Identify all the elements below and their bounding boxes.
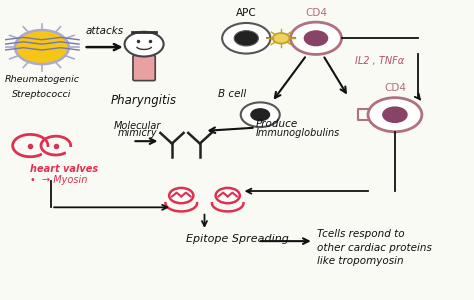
Text: APC: APC (236, 8, 256, 18)
Circle shape (234, 31, 258, 46)
Text: attacks: attacks (85, 26, 124, 36)
Text: •  → Myosin: • → Myosin (30, 175, 88, 185)
Text: B cell: B cell (218, 88, 246, 98)
FancyBboxPatch shape (133, 55, 155, 81)
Text: Produce: Produce (255, 119, 298, 129)
Circle shape (125, 32, 164, 56)
Circle shape (368, 98, 422, 132)
Text: Immunoglobulins: Immunoglobulins (255, 128, 340, 138)
Circle shape (169, 188, 193, 203)
Circle shape (251, 109, 270, 121)
Text: CD4: CD4 (305, 8, 327, 18)
Text: Tcells respond to: Tcells respond to (317, 230, 404, 239)
Text: other cardiac proteins: other cardiac proteins (317, 243, 432, 253)
Text: like tropomyosin: like tropomyosin (317, 256, 403, 266)
Circle shape (304, 31, 328, 46)
Text: Streptococci: Streptococci (12, 90, 72, 99)
Text: Molecular: Molecular (113, 121, 161, 131)
Text: heart valves: heart valves (30, 164, 99, 174)
Text: mimicry: mimicry (118, 128, 157, 138)
Text: CD4: CD4 (384, 83, 406, 93)
Text: Pharyngitis: Pharyngitis (111, 94, 177, 107)
Text: IL2 , TNFα: IL2 , TNFα (356, 56, 405, 66)
Circle shape (291, 22, 341, 54)
Text: Rheumatogenic: Rheumatogenic (4, 75, 80, 84)
Circle shape (15, 30, 69, 64)
Circle shape (222, 23, 271, 54)
Text: Epitope Spreading: Epitope Spreading (186, 234, 289, 244)
Circle shape (273, 33, 290, 44)
Circle shape (216, 188, 240, 203)
Circle shape (241, 102, 280, 127)
Circle shape (383, 107, 407, 122)
